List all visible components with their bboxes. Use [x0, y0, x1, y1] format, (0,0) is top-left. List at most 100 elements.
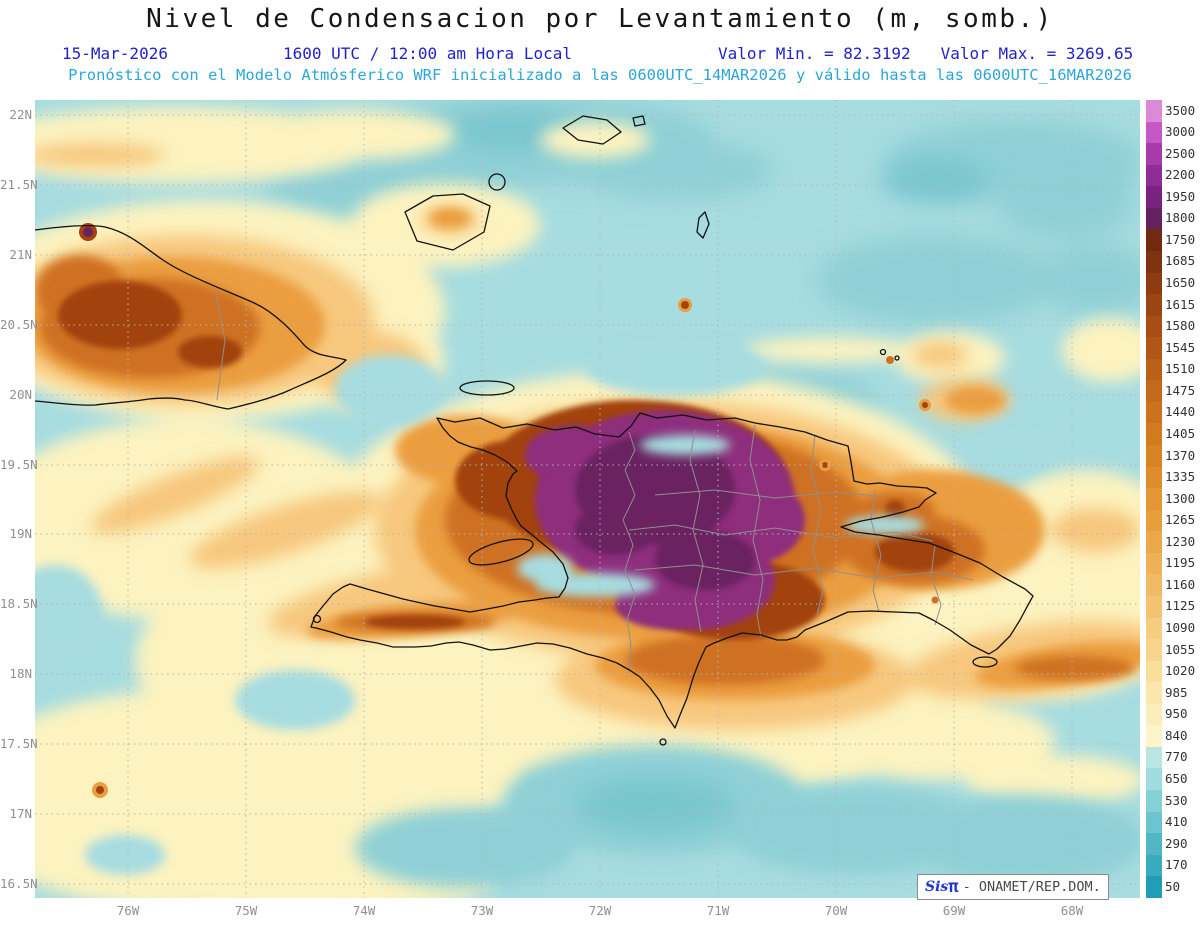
- field-teal-south-patches: [355, 745, 1140, 888]
- colorbar-row: 3000: [1146, 121, 1200, 144]
- lon-tick-label: 72W: [588, 903, 612, 918]
- coastlines: [35, 115, 1034, 746]
- colorbar-row: 1405: [1146, 423, 1200, 445]
- colorbar-swatch: [1146, 595, 1162, 618]
- colorbar-swatch: [1146, 315, 1162, 338]
- colorbar-swatch: [1146, 552, 1162, 575]
- colorbar-swatch: [1146, 703, 1162, 726]
- forecast-date: 15-Mar-2026: [62, 44, 168, 63]
- colorbar-row: 2200: [1146, 164, 1200, 187]
- lon-tick-label: 74W: [352, 903, 376, 918]
- island-gonave: [468, 538, 534, 566]
- island-saona: [972, 656, 998, 668]
- colorbar-swatch: [1146, 143, 1162, 165]
- colorbar-swatch: [1146, 725, 1162, 747]
- colorbar-swatch: [1146, 466, 1162, 489]
- page-title: Nivel de Condensacion por Levantamiento …: [146, 4, 1054, 34]
- colorbar-row: 1440: [1146, 401, 1200, 424]
- colorbar-row: 1510: [1146, 358, 1200, 381]
- colorbar-swatch: [1146, 401, 1162, 424]
- colorbar-label: 1055: [1165, 641, 1196, 657]
- lat-tick-label: 20.5N: [0, 317, 38, 332]
- island-grand-turk: [696, 211, 710, 239]
- colorbar-swatch: [1146, 164, 1162, 187]
- colorbar-row: 290: [1146, 833, 1200, 855]
- colorbar-label: 1265: [1165, 512, 1196, 528]
- colorbar-label: 1195: [1165, 555, 1196, 571]
- field-teal-valleys-layer: [35, 340, 1055, 875]
- colorbar-row: 1195: [1146, 552, 1200, 575]
- colorbar-label: 1125: [1165, 598, 1196, 614]
- coastline-hispaniola: [310, 412, 1034, 729]
- colorbar-row: 3500: [1146, 100, 1200, 122]
- colorbar-swatch: [1146, 854, 1162, 877]
- minmax-values: Valor Min. = 82.3192 Valor Max. = 3269.65: [718, 44, 1133, 63]
- colorbar-row: 1750: [1146, 229, 1200, 251]
- colorbar-row: 985: [1146, 682, 1200, 704]
- pi-symbol: π: [948, 876, 959, 897]
- lon-tick-label: 68W: [1060, 903, 1084, 918]
- island-tortuga: [459, 380, 515, 396]
- colorbar-swatch: [1146, 574, 1162, 596]
- colorbar-row: 1370: [1146, 445, 1200, 467]
- colorbar-legend: 3500 3000 2500 2200 1950 1800 1750 1685 1650 1615…: [1146, 100, 1200, 898]
- colorbar-swatch: [1146, 229, 1162, 251]
- colorbar-label: 170: [1165, 857, 1188, 873]
- colorbar-label: 1580: [1165, 318, 1196, 334]
- colorbar-row: 1800: [1146, 207, 1200, 230]
- colorbar-label: 1300: [1165, 490, 1196, 506]
- colorbar-label: 3000: [1165, 124, 1196, 140]
- colorbar-swatch: [1146, 186, 1162, 208]
- colorbar-label: 1750: [1165, 231, 1196, 247]
- colorbar-row: 530: [1146, 790, 1200, 812]
- colorbar-label: 1440: [1165, 404, 1196, 420]
- lon-tick-label: 71W: [706, 903, 730, 918]
- lat-tick-label: 20N: [9, 387, 32, 402]
- colorbar-label: 1335: [1165, 469, 1196, 485]
- colorbar-label: 1800: [1165, 210, 1196, 226]
- colorbar-swatch: [1146, 272, 1162, 295]
- colorbar-label: 1475: [1165, 382, 1196, 398]
- colorbar-row: 1685: [1146, 250, 1200, 273]
- watermark-box: Sis π - ONAMET/REP.DOM.: [917, 874, 1109, 900]
- admin-borders: [214, 289, 974, 671]
- colorbar-label: 2500: [1165, 145, 1196, 161]
- lat-tick-label: 17.5N: [0, 736, 38, 751]
- island-navassa: [312, 614, 322, 624]
- lat-tick-label: 21.5N: [0, 177, 38, 192]
- colorbar-row: 950: [1146, 703, 1200, 726]
- island-beata: [659, 738, 667, 746]
- colorbar-row: 1055: [1146, 639, 1200, 661]
- colorbar-label: 1650: [1165, 275, 1196, 291]
- colorbar-row: 1580: [1146, 315, 1200, 338]
- coastline-cuba: [35, 224, 347, 410]
- colorbar-label: 985: [1165, 684, 1188, 700]
- colorbar-label: 1230: [1165, 533, 1196, 549]
- watermark-brand: Sis: [925, 879, 949, 895]
- lat-tick-label: 18N: [9, 666, 32, 681]
- field-teal-dark-south: [575, 777, 735, 833]
- value-min-label: Valor Min. = 82.3192: [718, 44, 911, 63]
- colorbar-swatch: [1146, 833, 1162, 855]
- colorbar-swatch: [1146, 207, 1162, 230]
- colorbar-swatch: [1146, 768, 1162, 790]
- colorbar-swatch: [1146, 100, 1162, 122]
- lon-tick-label: 75W: [234, 903, 258, 918]
- colorbar-row: 1125: [1146, 595, 1200, 618]
- colorbar-swatch: [1146, 876, 1162, 898]
- colorbar-swatch: [1146, 358, 1162, 381]
- colorbar-swatch: [1146, 531, 1162, 553]
- colorbar-swatch: [1146, 337, 1162, 359]
- colorbar-swatch: [1146, 121, 1162, 144]
- colorbar-label: 1160: [1165, 576, 1196, 592]
- colorbar-label: 1370: [1165, 447, 1196, 463]
- island-little-inagua: [488, 173, 506, 191]
- colorbar-label: 1950: [1165, 188, 1196, 204]
- lat-tick-label: 22N: [9, 107, 32, 122]
- colorbar-row: 1615: [1146, 294, 1200, 316]
- colorbar-row: 1020: [1146, 660, 1200, 683]
- colorbar-swatch: [1146, 617, 1162, 640]
- colorbar-label: 410: [1165, 814, 1188, 830]
- colorbar-row: 1230: [1146, 531, 1200, 553]
